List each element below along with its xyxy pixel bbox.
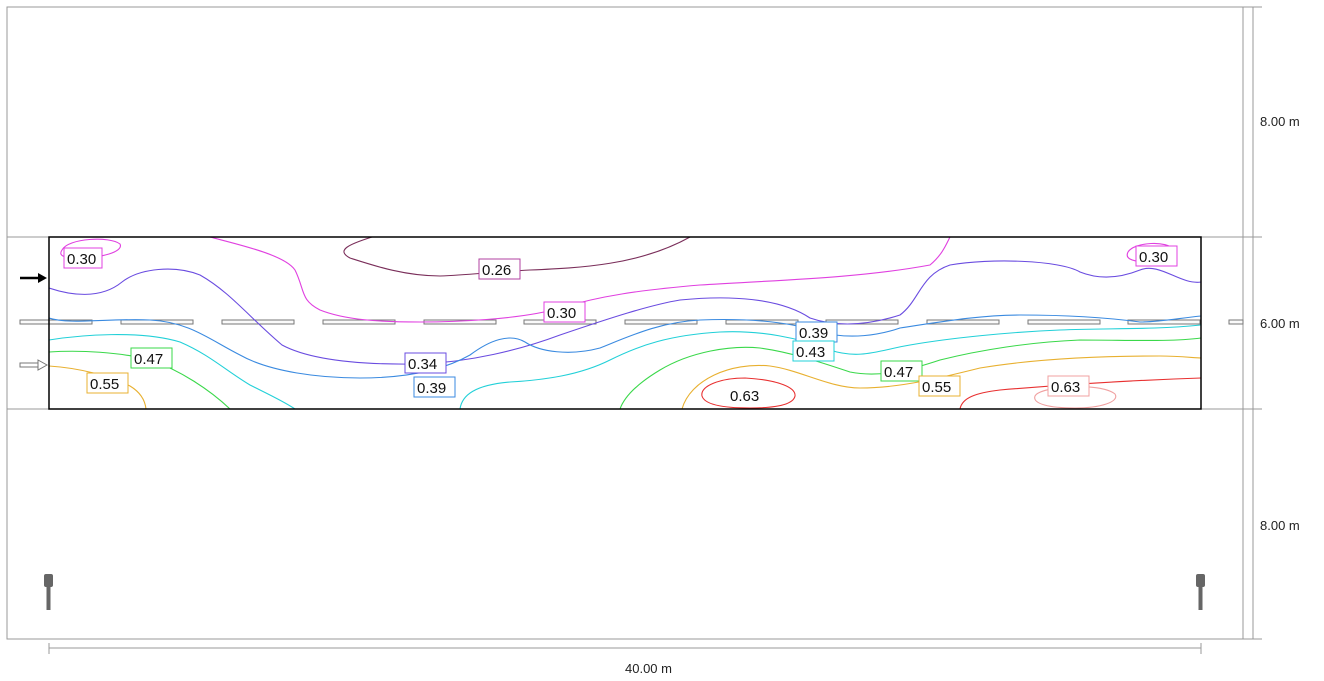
contour-label-text: 0.39 [799, 325, 828, 342]
contour-label: 0.43 [793, 341, 834, 361]
lane-dash [1028, 320, 1100, 324]
contour-label-text: 0.39 [417, 380, 446, 397]
contour-label-text: 0.30 [67, 251, 96, 268]
lane-dash [323, 320, 395, 324]
luminaire-pole-icon [1196, 574, 1205, 610]
contour-line-0.43 [49, 335, 295, 409]
contour-line-0.34 [49, 261, 1201, 364]
contour-label-text: 0.30 [547, 305, 576, 322]
contour-label: 0.55 [87, 373, 128, 393]
contour-label: 0.63 [727, 385, 768, 405]
contour-label-text: 0.47 [884, 364, 913, 381]
contour-label-text: 0.34 [408, 356, 437, 373]
lane-dash [1229, 320, 1243, 324]
contour-labels: 0.30 0.26 0.30 0.30 0.47 0.34 0.39 0.39 [64, 246, 1177, 405]
driving-direction-arrow-icon [20, 273, 47, 283]
contour-label: 0.26 [479, 259, 520, 279]
contour-label: 0.39 [796, 322, 837, 342]
road-length: 40.00 m [625, 661, 672, 676]
contour-label: 0.63 [1048, 376, 1089, 396]
contour-label-text: 0.55 [922, 379, 951, 396]
contour-label-text: 0.63 [730, 388, 759, 405]
contour-label-text: 0.30 [1139, 249, 1168, 266]
observer-direction-arrow-icon [20, 360, 47, 370]
contour-label: 0.30 [1136, 246, 1177, 266]
contour-label-text: 0.63 [1051, 379, 1080, 396]
contour-label-text: 0.26 [482, 262, 511, 279]
upper-verge-width: 8.00 m [1260, 114, 1300, 129]
contour-label: 0.39 [414, 377, 455, 397]
contour-label: 0.47 [131, 348, 172, 368]
lane-dash [625, 320, 697, 324]
lower-verge-width: 8.00 m [1260, 518, 1300, 533]
lane-markings [20, 320, 1243, 324]
contour-label: 0.55 [919, 376, 960, 396]
contour-label-text: 0.47 [134, 351, 163, 368]
contour-label: 0.30 [64, 248, 102, 268]
contour-label-text: 0.43 [796, 344, 825, 361]
contour-label-text: 0.55 [90, 376, 119, 393]
road-width: 6.00 m [1260, 316, 1300, 331]
luminaire-pole-icon [44, 574, 53, 610]
contour-label: 0.34 [405, 353, 446, 373]
contour-label: 0.47 [881, 361, 922, 381]
contour-label: 0.30 [544, 302, 585, 322]
